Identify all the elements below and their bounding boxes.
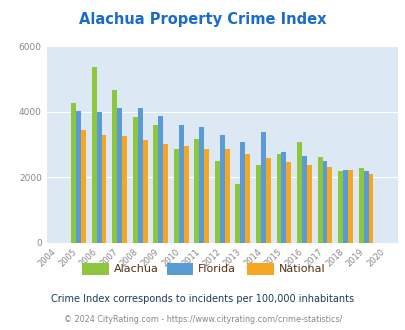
Bar [137, 108, 142, 243]
Bar [194, 140, 199, 243]
Bar [199, 127, 204, 243]
Bar [245, 153, 249, 243]
Bar [260, 132, 265, 243]
Bar [286, 162, 290, 243]
Bar [122, 136, 127, 243]
Bar [358, 168, 363, 243]
Bar [281, 151, 286, 243]
Text: Alachua: Alachua [113, 264, 158, 274]
Bar [117, 108, 122, 243]
Bar [96, 112, 101, 243]
Bar [142, 140, 147, 243]
Bar [342, 170, 347, 243]
Bar [240, 142, 245, 243]
Bar [71, 104, 76, 243]
Bar [235, 183, 240, 243]
Bar [276, 154, 281, 243]
Text: Alachua Property Crime Index: Alachua Property Crime Index [79, 12, 326, 26]
Bar [173, 149, 178, 243]
Bar [183, 146, 188, 243]
Bar [347, 170, 352, 243]
Bar [337, 171, 342, 243]
Bar [255, 165, 260, 243]
Bar [224, 148, 229, 243]
Bar [112, 90, 117, 243]
Text: National: National [278, 264, 324, 274]
Bar [76, 111, 81, 243]
Bar [158, 116, 163, 243]
Bar [92, 67, 96, 243]
Bar [163, 144, 168, 243]
Bar [322, 161, 326, 243]
Bar [306, 165, 311, 243]
Bar [317, 157, 322, 243]
Bar [301, 155, 306, 243]
Bar [153, 125, 158, 243]
Bar [204, 148, 209, 243]
Bar [265, 158, 270, 243]
Bar [178, 125, 183, 243]
Bar [368, 174, 373, 243]
Text: Florida: Florida [198, 264, 236, 274]
Text: © 2024 CityRating.com - https://www.cityrating.com/crime-statistics/: © 2024 CityRating.com - https://www.city… [64, 315, 341, 324]
Bar [81, 130, 86, 243]
Bar [214, 161, 219, 243]
Bar [326, 167, 332, 243]
Bar [101, 135, 106, 243]
Bar [132, 116, 137, 243]
Text: Crime Index corresponds to incidents per 100,000 inhabitants: Crime Index corresponds to incidents per… [51, 294, 354, 304]
Bar [219, 135, 224, 243]
Bar [296, 142, 301, 243]
Bar [363, 171, 368, 243]
